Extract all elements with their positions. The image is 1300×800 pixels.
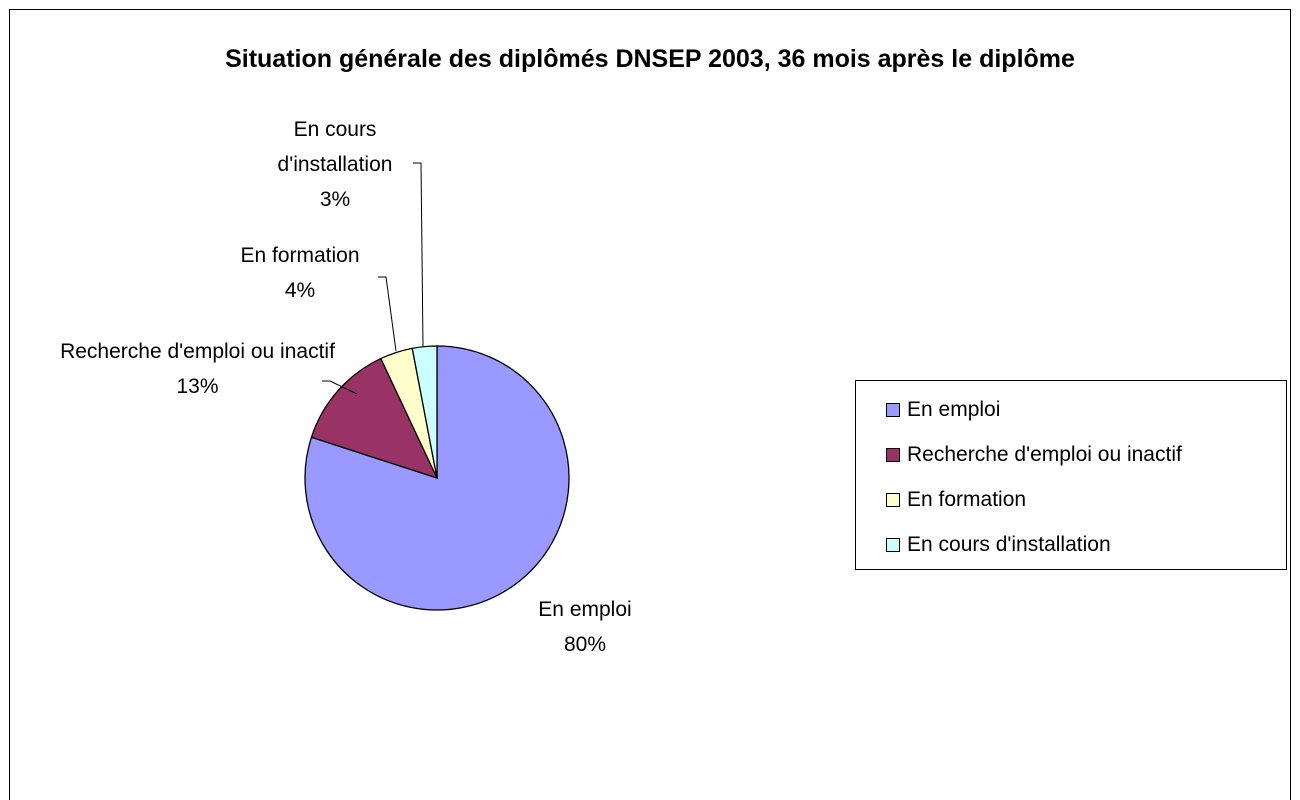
legend-entry: En emploi (886, 398, 1000, 422)
legend-swatch (886, 448, 900, 462)
legend-entry: En cours d'installation (886, 533, 1111, 557)
legend-label: En emploi (907, 398, 1001, 421)
leader-line (322, 380, 358, 395)
chart-title: Situation générale des diplômés DNSEP 20… (225, 45, 1075, 73)
data-label: En emploi 80% (500, 592, 670, 662)
data-label-value: 3% (319, 188, 351, 211)
data-label-value: 4% (284, 279, 316, 302)
data-label-category: En emploi (538, 598, 632, 621)
legend-entry: Recherche d'emploi ou inactif (886, 443, 1182, 467)
data-label-category: Recherche d'emploi ou inactif (60, 340, 335, 363)
data-label: En formation 4% (205, 238, 395, 308)
legend-swatch (886, 538, 900, 552)
pie-slice (411, 345, 438, 479)
data-label-value: 13% (176, 375, 219, 398)
pie-slice (310, 357, 439, 480)
legend-entry: En formation (886, 488, 1026, 512)
legend-label: Recherche d'emploi ou inactif (907, 443, 1182, 466)
data-label: Recherche d'emploi ou inactif 13% (60, 334, 335, 404)
data-label-value: 80% (563, 633, 607, 656)
legend: En emploi Recherche d'emploi ou inactif En… (855, 380, 1287, 570)
data-label: En cours d'installation 3% (250, 112, 420, 217)
data-label-category: En cours d'installation (277, 118, 393, 176)
leader-line (378, 276, 397, 352)
legend-label: En formation (907, 488, 1027, 511)
leader-line (413, 162, 424, 347)
legend-swatch (886, 493, 900, 507)
legend-label: En cours d'installation (907, 533, 1111, 556)
legend-swatch (886, 403, 900, 417)
chart-frame (9, 9, 1291, 800)
data-label-category: En formation (240, 244, 360, 267)
